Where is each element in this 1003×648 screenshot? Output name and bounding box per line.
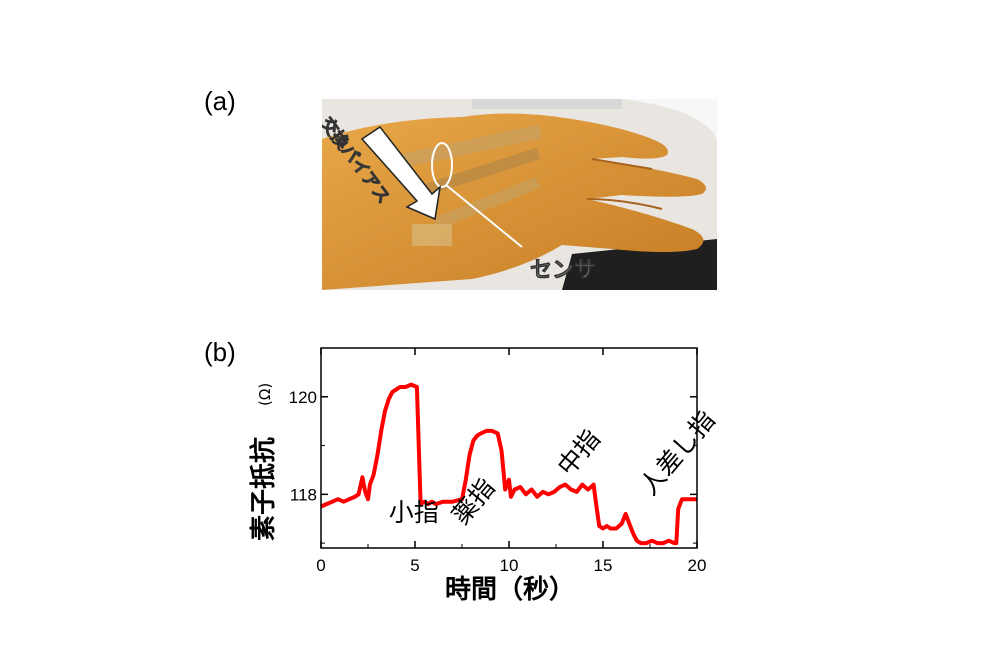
x-tick-label-0: 0 xyxy=(316,556,325,575)
x-axis-title: 時間（秒） xyxy=(445,575,575,605)
x-tick-label-5: 5 xyxy=(410,556,419,575)
x-tick-label-20: 20 xyxy=(688,556,707,575)
y-axis-title: 素子抵抗 xyxy=(248,437,279,541)
y-axis-unit: (Ω) xyxy=(256,383,274,406)
bias-arrow xyxy=(360,125,442,221)
axes: 0 5 10 15 20 118 120 xyxy=(289,347,707,575)
finger-annotation-0: 小指 xyxy=(389,498,439,527)
y-tick-label-118: 118 xyxy=(290,485,317,504)
sensor-label: センサ xyxy=(530,258,596,283)
y-tick-label-120: 120 xyxy=(289,388,317,407)
hand-sensor-photo: 交換バイアス センサ xyxy=(322,99,717,290)
sensor-callout-line xyxy=(445,184,523,248)
dial-plate xyxy=(622,99,717,139)
finger-annotation-3: 人差し指 xyxy=(634,405,721,500)
series-line-0 xyxy=(320,382,697,546)
bias-pad xyxy=(412,224,452,246)
panel-a-label: (a) xyxy=(204,86,236,116)
finger-creases xyxy=(586,158,663,210)
finger-annotation-1: 薬指 xyxy=(446,473,500,530)
finger-annotation-2: 中指 xyxy=(552,424,606,481)
axis-labels: 素子抵抗 (Ω) 時間（秒） xyxy=(248,383,575,605)
sensor-strip-3 xyxy=(433,176,540,230)
sensor-highlight-ellipse xyxy=(431,142,453,188)
dark-backdrop xyxy=(562,239,717,290)
device-edge xyxy=(472,99,622,109)
x-tick-label-10: 10 xyxy=(500,556,519,575)
panel-b-label: (b) xyxy=(204,337,236,367)
sensor-strip-1 xyxy=(402,124,542,168)
x-tick-label-15: 15 xyxy=(594,556,613,575)
